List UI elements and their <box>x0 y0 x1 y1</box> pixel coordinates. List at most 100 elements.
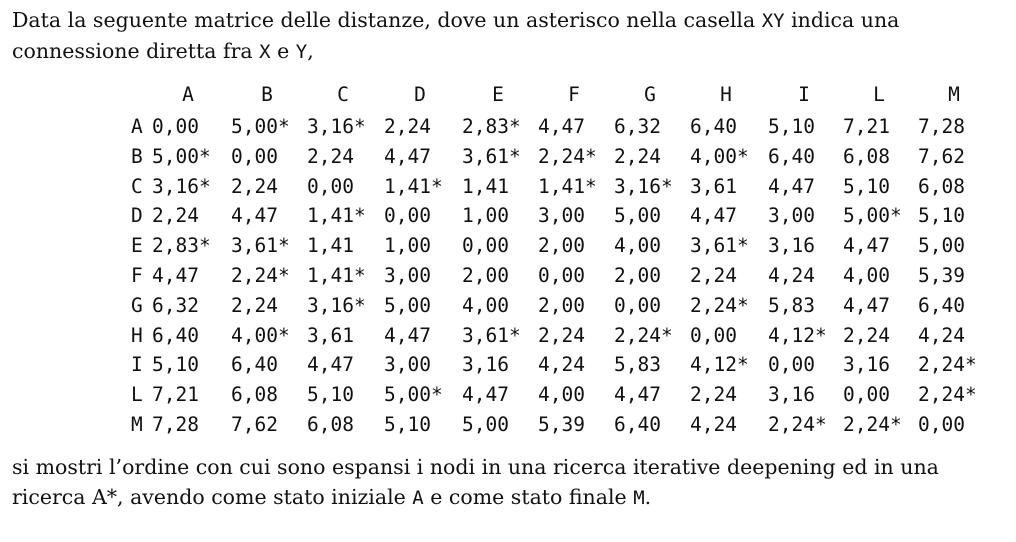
matrix-cell: 3,61* <box>462 323 521 347</box>
matrix-cell: 2,24 <box>690 383 737 407</box>
matrix-cell: 3,16 <box>462 353 509 377</box>
matrix-cell: 6,08 <box>843 144 890 168</box>
matrix-cell: 0,00 <box>384 204 431 228</box>
matrix-cell: 2,24 <box>307 144 354 168</box>
matrix-cell: 5,00 <box>614 204 661 228</box>
matrix-cell: 2,24 <box>843 323 890 347</box>
matrix-cell: 5,00 <box>384 293 431 317</box>
matrix-cell: 1,41* <box>307 204 366 228</box>
matrix-cell: 3,61* <box>231 234 290 258</box>
matrix-cell: 2,00 <box>538 293 585 317</box>
cell-code-xy: XY <box>761 10 785 32</box>
column-header-g: G <box>644 83 656 106</box>
matrix-cell: 4,24 <box>918 323 965 347</box>
goal-state: M <box>633 487 645 509</box>
matrix-cell: 3,61 <box>690 174 737 198</box>
matrix-cell: 4,00 <box>462 293 509 317</box>
matrix-cell: 2,24* <box>768 413 827 436</box>
matrix-cell: 4,47 <box>307 353 354 377</box>
matrix-cell: 1,41* <box>384 174 443 198</box>
column-header-f: F <box>568 83 580 106</box>
intro-text-4: e <box>270 39 296 63</box>
matrix-cell: 4,47 <box>462 383 509 407</box>
matrix-cell: 0,00 <box>614 293 661 317</box>
start-state: A <box>412 487 424 509</box>
matrix-cell: 7,21 <box>152 383 199 407</box>
matrix-cell: 3,16 <box>768 383 815 407</box>
matrix-cell: 6,40 <box>690 115 737 138</box>
matrix-cell: 0,00 <box>768 353 815 377</box>
matrix-cell: 4,47 <box>690 204 737 228</box>
matrix-cell: 6,40 <box>152 323 199 347</box>
matrix-cell: 6,40 <box>918 293 965 317</box>
matrix-cell: 3,16 <box>843 353 890 377</box>
matrix-cell: 3,00 <box>384 353 431 377</box>
matrix-cell: 2,24 <box>384 115 431 138</box>
matrix-cell: 4,47 <box>152 264 199 287</box>
matrix-cell: 5,10 <box>307 383 354 407</box>
matrix-cell: 4,12* <box>690 353 749 377</box>
matrix-cell: 4,00* <box>690 144 749 168</box>
matrix-cell: 1,41 <box>462 174 509 198</box>
row-label-b: B <box>131 144 143 168</box>
matrix-cell: 2,24 <box>614 144 661 168</box>
matrix-cell: 4,47 <box>843 234 890 258</box>
matrix-cell: 4,47 <box>384 323 431 347</box>
matrix-cell: 2,24 <box>231 174 278 198</box>
matrix-cell: 3,61 <box>307 323 354 347</box>
matrix-cell: 5,10 <box>843 174 890 198</box>
row-label-c: C <box>131 174 143 198</box>
matrix-cell: 5,00* <box>843 204 902 228</box>
matrix-cell: 4,47 <box>384 144 431 168</box>
matrix-cell: 3,16* <box>152 174 211 198</box>
matrix-cell: 6,08 <box>918 174 965 198</box>
column-header-e: E <box>492 83 504 106</box>
matrix-cell: 3,61* <box>462 144 521 168</box>
matrix-cell: 1,41* <box>538 174 597 198</box>
matrix-cell: 4,00* <box>231 323 290 347</box>
matrix-cell: 7,21 <box>843 115 890 138</box>
matrix-cell: 6,32 <box>614 115 661 138</box>
matrix-cell: 3,16* <box>614 174 673 198</box>
intro-paragraph: Data la seguente matrice delle distanze,… <box>12 5 1002 67</box>
row-label-m: M <box>131 413 143 436</box>
distance-matrix: A B C D E F G H I L M A 0,00 5,00* 3,16* 2,24 2,83* 4,47 6… <box>0 80 1016 440</box>
column-header-h: H <box>720 83 732 106</box>
matrix-cell: 4,24 <box>538 353 585 377</box>
outro-text-4: . <box>644 485 652 509</box>
column-header-a: A <box>182 83 194 106</box>
matrix-cell: 2,00 <box>614 264 661 287</box>
matrix-cell: 5,83 <box>614 353 661 377</box>
matrix-cell: 5,00* <box>152 144 211 168</box>
node-y: Y <box>295 41 308 63</box>
matrix-cell: 4,24 <box>768 264 815 287</box>
outro-text-3: e come stato finale <box>423 485 634 509</box>
matrix-cell: 3,61* <box>690 234 749 258</box>
matrix-cell: 2,24* <box>231 264 290 287</box>
row-label-f: F <box>131 264 143 287</box>
matrix-cell: 4,47 <box>768 174 815 198</box>
matrix-cell: 2,24 <box>231 293 278 317</box>
row-label-e: E <box>131 234 143 258</box>
matrix-cell: 7,62 <box>231 413 278 436</box>
matrix-cell: 0,00 <box>918 413 965 436</box>
intro-text-1: Data la seguente matrice delle distanze,… <box>12 8 762 32</box>
matrix-cell: 1,00 <box>384 234 431 258</box>
matrix-cell: 5,10 <box>768 115 815 138</box>
matrix-cell: 2,24* <box>614 323 673 347</box>
column-header-b: B <box>261 83 273 106</box>
matrix-cell: 5,10 <box>384 413 431 436</box>
matrix-cell: 4,12* <box>768 323 827 347</box>
intro-text-2: indica una <box>784 8 900 32</box>
matrix-cell: 3,16 <box>768 234 815 258</box>
matrix-cell: 2,24 <box>690 264 737 287</box>
matrix-cell: 2,24 <box>152 204 199 228</box>
outro-paragraph: si mostri l’ordine con cui sono espansi … <box>12 452 1002 513</box>
matrix-cell: 2,24* <box>918 353 977 377</box>
node-x: X <box>259 41 271 63</box>
matrix-cell: 1,00 <box>462 204 509 228</box>
matrix-cell: 3,16* <box>307 115 366 138</box>
matrix-cell: 0,00 <box>690 323 737 347</box>
matrix-cell: 2,83* <box>152 234 211 258</box>
matrix-cell: 1,41* <box>307 264 366 287</box>
